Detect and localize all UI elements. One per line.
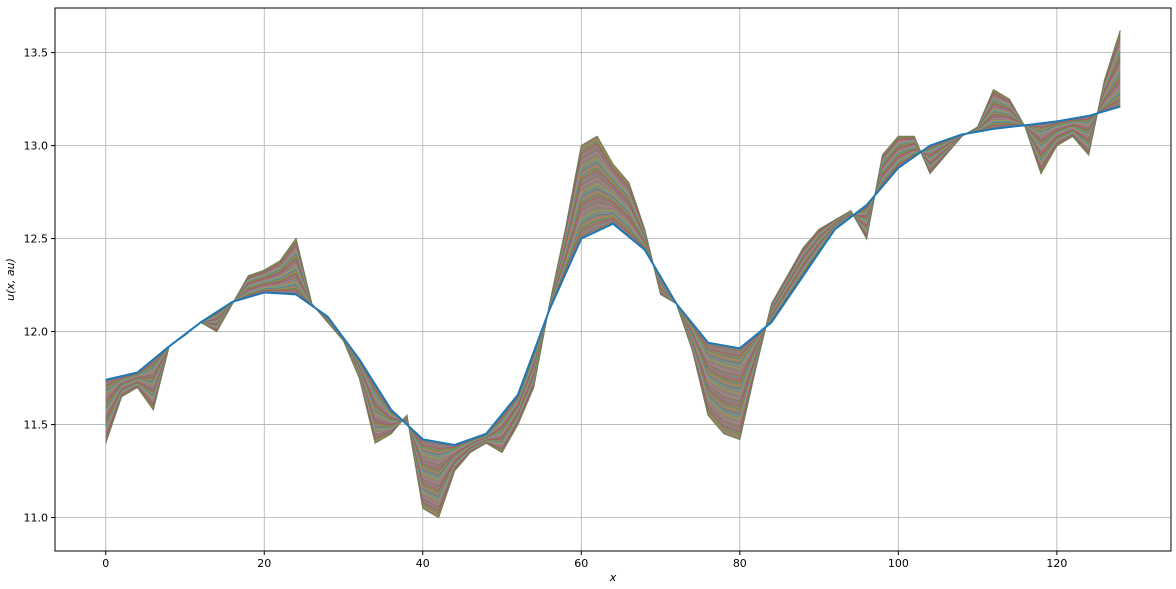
y-tick-label: 12.0	[24, 326, 49, 339]
y-tick-label: 11.5	[24, 419, 49, 432]
y-tick-label: 13.5	[24, 47, 49, 60]
x-axis-ticks: 0 20 40 60 80 100 120	[102, 551, 1067, 570]
band-line	[105, 36, 1121, 512]
plot-frame	[54, 7, 1172, 552]
x-tick-label: 80	[733, 557, 747, 570]
series-lines	[105, 30, 1121, 519]
x-tick-label: 0	[102, 557, 109, 570]
x-tick-label: 120	[1046, 557, 1067, 570]
x-tick-label: 60	[574, 557, 588, 570]
series-line-initial	[105, 30, 1121, 519]
y-tick-label: 11.0	[24, 512, 49, 525]
grid-lines	[55, 8, 1171, 551]
series-line-final	[105, 105, 1121, 447]
x-axis-label: x	[609, 571, 617, 584]
x-tick-label: 20	[257, 557, 271, 570]
y-axis-label: u(x, au)	[4, 258, 17, 301]
x-tick-label: 100	[888, 557, 909, 570]
x-tick-label: 40	[416, 557, 430, 570]
y-tick-label: 13.0	[24, 140, 49, 153]
solution-band	[105, 30, 1121, 519]
y-axis-ticks: 11.0 11.5 12.0 12.5 13.0 13.5	[24, 47, 55, 525]
y-tick-label: 12.5	[24, 233, 49, 246]
